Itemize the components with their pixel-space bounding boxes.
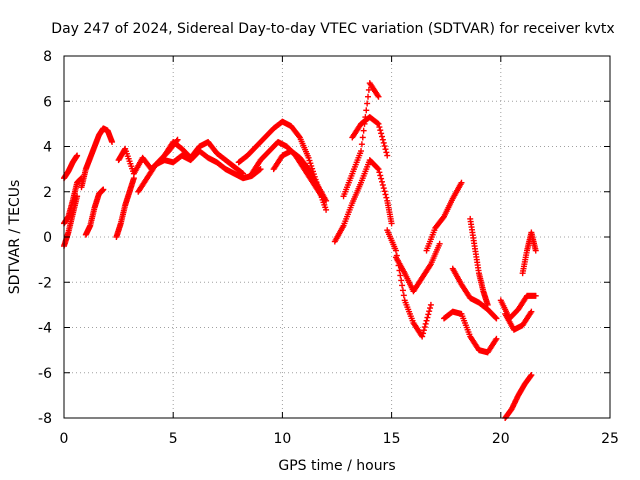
data-point <box>374 165 381 172</box>
data-point <box>427 301 434 308</box>
data-point <box>365 86 372 93</box>
chart-title: Day 247 of 2024, Sidereal Day-to-day VTE… <box>51 21 614 37</box>
y-tick-label: 8 <box>43 49 52 65</box>
data-point <box>382 146 389 153</box>
data-point <box>419 333 426 340</box>
data-point <box>397 272 404 279</box>
data-points <box>61 80 539 421</box>
data-point <box>532 247 539 254</box>
data-point <box>532 292 539 299</box>
data-point <box>422 320 429 327</box>
data-point <box>398 277 405 284</box>
data-point <box>378 175 385 182</box>
data-point <box>380 185 387 192</box>
y-tick-label: -2 <box>38 275 52 291</box>
data-point <box>392 247 399 254</box>
data-point <box>305 154 312 161</box>
data-point <box>484 301 491 308</box>
data-point <box>528 308 535 315</box>
data-point <box>74 193 81 200</box>
data-point <box>388 220 395 227</box>
data-point <box>295 133 302 140</box>
data-point <box>528 372 535 379</box>
data-point <box>308 162 315 169</box>
data-point <box>378 130 385 137</box>
data-point <box>100 186 107 193</box>
y-tick-label: 6 <box>43 94 52 110</box>
data-point <box>458 179 465 186</box>
data-point <box>384 152 391 159</box>
y-tick-label: -4 <box>38 321 52 337</box>
data-point <box>375 120 382 127</box>
data-point <box>375 166 382 173</box>
data-point <box>382 191 389 198</box>
x-tick-label: 25 <box>601 431 619 447</box>
x-tick-label: 15 <box>383 431 401 447</box>
data-point <box>423 317 430 324</box>
y-tick-label: 2 <box>43 185 52 201</box>
x-tick-label: 20 <box>492 431 510 447</box>
data-point <box>376 169 383 176</box>
data-point <box>360 127 367 134</box>
y-tick-label: 0 <box>43 230 52 246</box>
data-point <box>359 134 366 141</box>
data-point <box>492 314 499 321</box>
data-point <box>307 160 314 167</box>
data-point <box>379 136 386 143</box>
data-point <box>376 124 383 131</box>
x-axis-title: GPS time / hours <box>278 458 395 474</box>
data-point <box>426 308 433 315</box>
axis-ticks: 0 5 10 15 20 25 -8 -6 -4 -2 0 2 4 6 8 <box>38 49 619 447</box>
data-point <box>493 315 500 322</box>
data-point <box>380 139 387 146</box>
data-point <box>381 143 388 150</box>
data-point <box>358 148 365 155</box>
data-point <box>365 93 372 100</box>
data-point <box>174 136 181 143</box>
data-point <box>375 93 382 100</box>
data-point <box>420 327 427 334</box>
data-point <box>399 282 406 289</box>
x-tick-label: 0 <box>60 431 69 447</box>
x-tick-label: 10 <box>273 431 291 447</box>
data-point <box>74 152 81 159</box>
data-point <box>381 188 388 195</box>
data-point <box>378 178 385 185</box>
data-point <box>420 330 427 337</box>
data-point <box>377 172 384 179</box>
data-point <box>400 292 407 299</box>
x-tick-label: 5 <box>169 431 178 447</box>
y-axis-title: SDTVAR / TECUs <box>7 180 23 295</box>
y-tick-label: -8 <box>38 411 52 427</box>
data-point <box>427 305 434 312</box>
data-point <box>240 170 247 177</box>
data-point <box>383 194 390 201</box>
data-point <box>323 206 330 213</box>
data-point <box>436 240 443 247</box>
data-point <box>379 181 386 188</box>
data-point <box>363 107 370 114</box>
data-point <box>399 287 406 294</box>
data-point <box>425 311 432 318</box>
data-point <box>358 141 365 148</box>
data-point <box>306 157 313 164</box>
data-point <box>383 149 390 156</box>
data-point <box>421 324 428 331</box>
data-point <box>493 335 500 342</box>
y-tick-label: -6 <box>38 366 52 382</box>
data-point <box>377 127 384 134</box>
data-point <box>109 138 116 145</box>
data-point <box>364 100 371 107</box>
data-point <box>378 133 385 140</box>
data-point <box>424 314 431 321</box>
y-tick-label: 4 <box>43 140 52 156</box>
data-point <box>257 166 264 173</box>
